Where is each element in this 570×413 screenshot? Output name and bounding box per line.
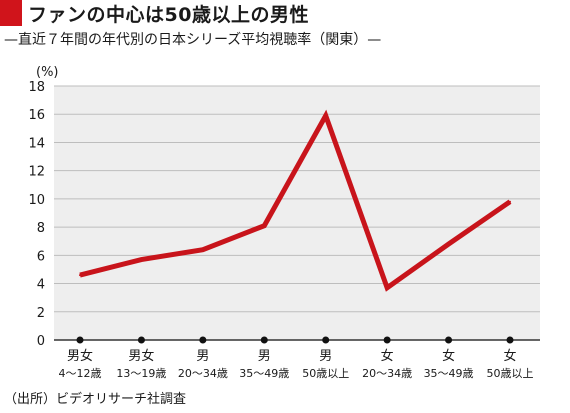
x-category-gender-label: 女 <box>503 348 516 364</box>
title-accent-bar <box>0 0 22 26</box>
x-category-age-label: 4〜12歳 <box>59 367 102 380</box>
plot-background <box>54 86 540 340</box>
x-category-gender-label: 女 <box>442 348 455 364</box>
data-point <box>509 200 511 203</box>
series-line <box>79 109 512 292</box>
x-tick-dot <box>322 336 330 344</box>
data-point <box>263 224 266 227</box>
gridlines <box>54 85 540 341</box>
x-category-age-label: 13〜19歳 <box>116 367 166 380</box>
data-point <box>140 258 143 261</box>
x-category-age-label: 20〜34歳 <box>178 367 228 380</box>
y-tick-label: 10 <box>28 193 45 208</box>
x-category-gender-label: 男女 <box>67 348 93 364</box>
x-category-age-label: 20〜34歳 <box>362 367 412 380</box>
x-tick-dot <box>383 336 391 344</box>
y-tick-label: 6 <box>37 249 45 264</box>
x-category-gender-label: 男 <box>196 349 209 364</box>
chart-title: ファンの中心は50歳以上の男性 <box>28 3 309 26</box>
chart-subtitle: —直近７年間の年代別の日本シリーズ平均視聴率（関東）— <box>4 32 382 48</box>
data-point <box>447 243 450 246</box>
x-tick-dot <box>445 336 453 344</box>
series-group <box>79 109 512 292</box>
y-tick-label: 18 <box>28 80 45 95</box>
data-point <box>386 286 389 289</box>
y-tick-label: 4 <box>37 278 45 293</box>
y-tick-label: 0 <box>37 334 45 349</box>
y-tick-label: 14 <box>28 136 45 151</box>
x-category-gender-label: 男 <box>258 349 271 364</box>
x-category-age-label: 35〜49歳 <box>424 367 474 380</box>
x-tick-dot <box>76 336 84 344</box>
y-axis-ticks: 0 2 4 6 8 10 12 14 16 18 <box>28 80 45 349</box>
data-point <box>79 274 81 277</box>
x-tick-dot <box>260 336 268 344</box>
data-point <box>201 248 204 251</box>
data-point <box>324 114 327 117</box>
source-note: （出所）ビデオリサーチ社調査 <box>4 392 187 407</box>
x-tick-dot <box>137 336 145 344</box>
x-tick-dot <box>199 336 207 344</box>
y-axis-unit-label: (%) <box>36 65 59 80</box>
x-category-age-label: 50歳以上 <box>487 367 534 380</box>
y-tick-label: 8 <box>37 221 45 236</box>
x-category-gender-label: 男女 <box>128 348 154 364</box>
y-tick-label: 16 <box>28 108 45 123</box>
x-category-age-label: 35〜49歳 <box>239 367 289 380</box>
title-row: ファンの中心は50歳以上の男性 <box>0 0 309 26</box>
y-tick-label: 12 <box>28 165 45 180</box>
x-tick-dot <box>506 336 514 344</box>
x-axis-categories: 男女4〜12歳男女13〜19歳男20〜34歳男35〜49歳男50歳以上女20〜3… <box>59 336 534 380</box>
y-tick-label: 2 <box>37 306 45 321</box>
x-category-gender-label: 男 <box>319 349 332 364</box>
x-category-age-label: 50歳以上 <box>302 367 349 380</box>
x-category-gender-label: 女 <box>381 348 394 364</box>
